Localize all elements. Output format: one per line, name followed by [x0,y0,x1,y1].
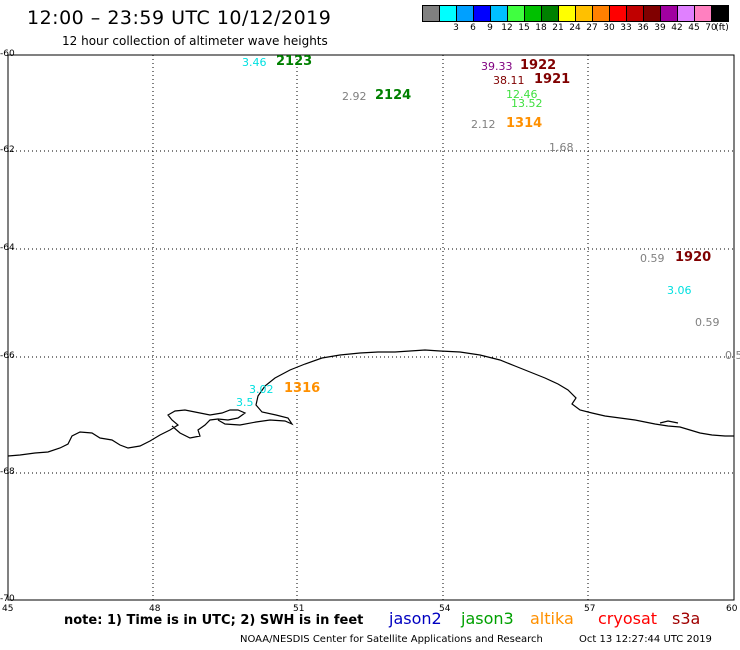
wave-height-value: 1.68 [549,141,574,154]
legend-swatch [541,5,558,22]
wave-height-value: 0.59 [640,252,665,265]
chart-subtitle: 12 hour collection of altimeter wave hei… [62,34,328,48]
longitude-label: 45 [2,604,14,614]
antarctic-coastline [7,349,734,457]
satellite-name: jason3 [461,609,514,628]
legend-tick-label: 15 [518,23,530,33]
wave-height-value: 0.59 [695,316,720,329]
latitude-label: -64 [0,243,15,253]
legend-swatch [626,5,643,22]
legend-tick-label: 36 [637,23,649,33]
wave-height-value: 38.11 [493,74,525,87]
wave-height-value: 3.06 [667,284,692,297]
wave-height-value: 39.33 [481,60,513,73]
legend-swatch [422,5,439,22]
legend-tick-label: 70 [705,23,717,33]
wave-height-value: 2.12 [471,118,496,131]
wave-height-value: 13.52 [511,97,543,110]
legend-tick-label: 45 [688,23,700,33]
legend-tick-label: 42 [671,23,683,33]
wave-height-value: 3.02 [249,383,274,396]
wave-height-value: 3.46 [242,56,267,69]
credit-line: NOAA/NESDIS Center for Satellite Applica… [240,634,543,645]
pass-time-label: 2123 [276,54,313,69]
legend-swatch [490,5,507,22]
pass-time-label: 1921 [534,72,571,87]
satellite-name: jason2 [389,609,442,628]
wave-height-value: 2.92 [342,90,367,103]
legend-swatch [643,5,660,22]
latitude-label: -60 [0,49,15,59]
pass-time-label: 2124 [375,88,412,103]
legend-tick-label: 24 [569,23,581,33]
legend-swatch [558,5,575,22]
legend-swatch [677,5,694,22]
legend-tick-label: 12 [501,23,513,33]
legend-swatch [592,5,609,22]
legend-swatch [507,5,524,22]
pass-time-label: 1920 [675,250,712,265]
latitude-label: -62 [0,145,15,155]
longitude-label: 54 [439,604,451,614]
pass-time-label: 1314 [506,116,543,131]
latitude-label: -66 [0,351,15,361]
legend-swatch [524,5,541,22]
legend-swatch [609,5,626,22]
legend-swatch [711,5,729,22]
longitude-label: 48 [149,604,161,614]
legend-tick-label: 21 [552,23,564,33]
satellite-name: altika [530,609,574,628]
legend-tick-label: 33 [620,23,632,33]
legend-tick-label: 9 [487,23,493,33]
graticule [8,55,734,600]
wave-height-value: 12.46 [506,88,538,101]
legend-swatch [473,5,490,22]
legend-swatch [439,5,456,22]
satellite-name: cryosat [598,609,658,628]
satellite-name: s3a [672,609,701,628]
generation-timestamp: Oct 13 12:27:44 UTC 2019 [579,634,712,645]
legend-tick-label: 30 [603,23,615,33]
footer-note: note: 1) Time is in UTC; 2) SWH is in fe… [64,613,364,628]
latitude-label: -70 [0,594,15,604]
legend-tick-label: 3 [453,23,459,33]
longitude-label: 51 [293,604,305,614]
coast-islet [659,420,679,424]
longitude-label: 57 [584,604,596,614]
legend-swatch [660,5,677,22]
wave-height-value: 3.5 [236,396,254,409]
map-frame [7,54,735,601]
pass-time-label: 1316 [284,381,321,396]
wave-height-value: 0.5 [725,349,740,362]
legend-tick-label: 27 [586,23,598,33]
legend-tick-label: 39 [654,23,666,33]
legend-tick-label: 18 [535,23,547,33]
chart-title: 12:00 – 23:59 UTC 10/12/2019 [27,7,332,29]
legend-tick-label: (ft) [715,23,729,33]
pass-time-label: 1922 [520,58,557,73]
legend-swatch [456,5,473,22]
latitude-label: -68 [0,467,15,477]
longitude-label: 60 [726,604,738,614]
legend-tick-label: 6 [470,23,476,33]
legend-swatch [575,5,592,22]
legend-swatch [694,5,711,22]
